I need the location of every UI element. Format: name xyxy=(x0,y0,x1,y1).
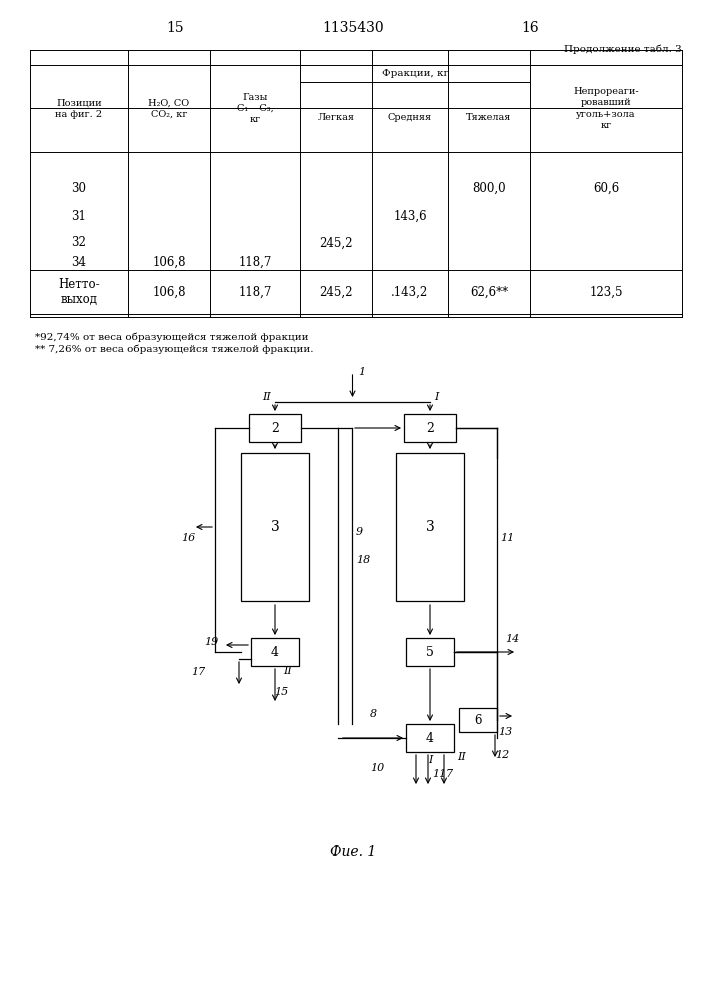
Text: 30: 30 xyxy=(71,182,86,194)
Text: 123,5: 123,5 xyxy=(589,286,623,298)
Text: 2: 2 xyxy=(271,422,279,434)
Text: 7: 7 xyxy=(446,769,453,779)
Bar xyxy=(249,414,301,442)
Text: Фракции, кг: Фракции, кг xyxy=(382,69,448,78)
Text: 106,8: 106,8 xyxy=(152,255,186,268)
Bar xyxy=(404,414,456,442)
Text: 9: 9 xyxy=(356,527,363,537)
Text: II: II xyxy=(457,752,466,762)
Text: 118,7: 118,7 xyxy=(238,286,271,298)
Text: 118,7: 118,7 xyxy=(238,255,271,268)
Text: Непрореаги-
ровавший
уголь+зола
кг: Непрореаги- ровавший уголь+зола кг xyxy=(573,87,639,130)
Bar xyxy=(406,724,454,752)
Text: 17: 17 xyxy=(191,667,205,677)
Text: ** 7,26% от веса образующейся тяжелой фракции.: ** 7,26% от веса образующейся тяжелой фр… xyxy=(35,345,313,355)
Text: 2: 2 xyxy=(426,422,434,434)
Text: .143,2: .143,2 xyxy=(392,286,428,298)
Text: II: II xyxy=(283,666,292,676)
Text: 4: 4 xyxy=(271,646,279,658)
Text: 15: 15 xyxy=(166,21,184,35)
Text: 13: 13 xyxy=(498,727,513,737)
Text: Средняя: Средняя xyxy=(388,112,432,121)
Text: 31: 31 xyxy=(71,210,86,223)
Text: 34: 34 xyxy=(71,255,86,268)
Text: Тяжелая: Тяжелая xyxy=(467,112,512,121)
Text: 6: 6 xyxy=(474,714,481,726)
Text: 12: 12 xyxy=(495,750,509,760)
Text: 800,0: 800,0 xyxy=(472,182,506,194)
Text: I: I xyxy=(428,755,432,765)
Text: 60,6: 60,6 xyxy=(593,182,619,194)
Text: 4: 4 xyxy=(426,732,434,744)
Text: 8: 8 xyxy=(370,709,377,719)
Text: 16: 16 xyxy=(181,533,195,543)
Text: Позиции
на фиг. 2: Позиции на фиг. 2 xyxy=(55,98,103,119)
Text: 16: 16 xyxy=(521,21,539,35)
Bar xyxy=(396,453,464,601)
Text: 245,2: 245,2 xyxy=(320,286,353,298)
Text: Нетто-
выход: Нетто- выход xyxy=(58,278,100,306)
Text: Продолжение табл. 3: Продолжение табл. 3 xyxy=(564,45,682,54)
Text: 245,2: 245,2 xyxy=(320,236,353,249)
Text: 1: 1 xyxy=(358,367,366,377)
Text: 1135430: 1135430 xyxy=(322,21,384,35)
Bar xyxy=(241,453,309,601)
Text: Фие. 1: Фие. 1 xyxy=(330,845,376,859)
Bar xyxy=(251,638,299,666)
Text: H₂O, CO
CO₂, кг: H₂O, CO CO₂, кг xyxy=(148,98,189,119)
Text: 3: 3 xyxy=(271,520,279,534)
Text: 143,6: 143,6 xyxy=(393,210,427,223)
Text: I: I xyxy=(434,392,438,402)
Bar xyxy=(459,708,497,732)
Bar xyxy=(406,638,454,666)
Text: 3: 3 xyxy=(426,520,434,534)
Text: 19: 19 xyxy=(204,637,218,647)
Text: Легкая: Легкая xyxy=(317,112,354,121)
Text: 11: 11 xyxy=(500,533,514,543)
Text: 14: 14 xyxy=(505,634,519,644)
Text: II: II xyxy=(262,392,271,402)
Text: 62,6**: 62,6** xyxy=(470,286,508,298)
Text: 18: 18 xyxy=(356,555,370,565)
Text: 11: 11 xyxy=(432,769,446,779)
Text: Газы
C₁ – C₃,
кг: Газы C₁ – C₃, кг xyxy=(237,93,274,124)
Text: 10: 10 xyxy=(370,763,384,773)
Text: 5: 5 xyxy=(426,646,434,658)
Text: *92,74% от веса образующейся тяжелой фракции: *92,74% от веса образующейся тяжелой фра… xyxy=(35,332,308,342)
Text: 32: 32 xyxy=(71,236,86,249)
Text: 15: 15 xyxy=(274,687,288,697)
Text: 106,8: 106,8 xyxy=(152,286,186,298)
